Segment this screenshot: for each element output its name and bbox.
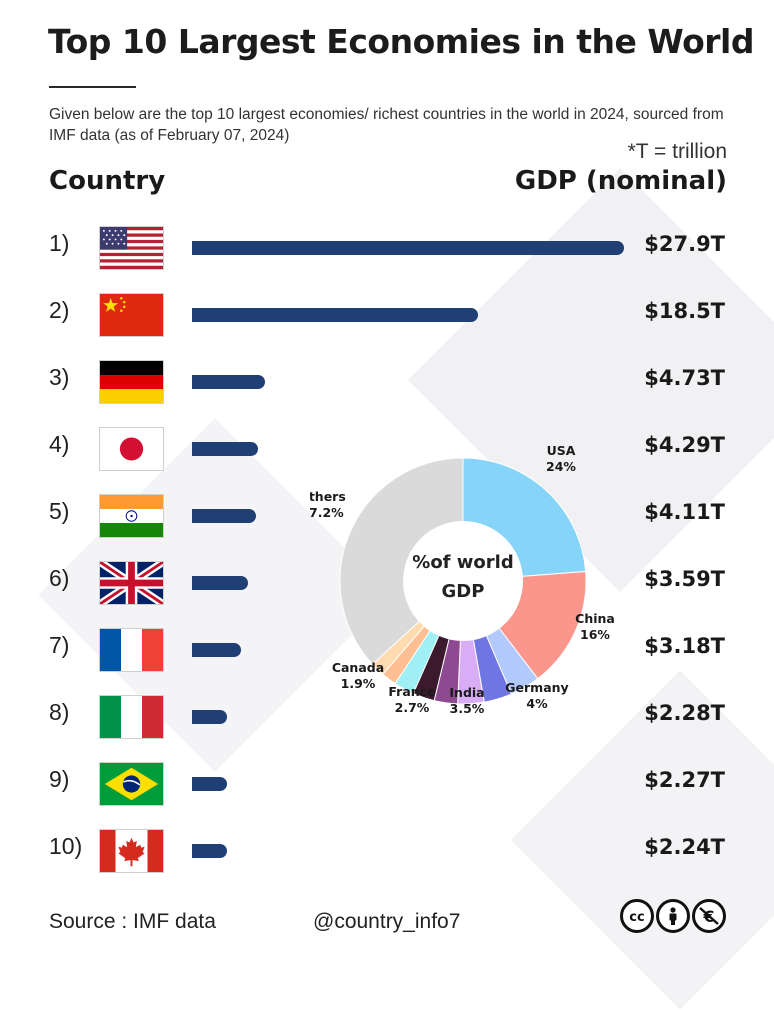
subtitle: Given below are the top 10 largest econo… [49,106,724,144]
germany-flag-icon [99,360,164,404]
ranking-row: 6) $3.59T [0,549,774,615]
donut-center-label: GDP [442,581,485,602]
ranking-row: 7) $3.18T [0,616,774,682]
slice-label-india: India 3.5% [449,685,484,716]
license-badge: cc € [620,899,726,933]
gdp-bar [192,375,266,389]
gdp-bar [192,509,256,523]
italy-flag-icon [99,695,164,739]
slice-label-usa: USA 24% [546,443,576,474]
rank-label: 7) [49,632,70,658]
gdp-value: $4.73T [644,366,725,390]
gdp-value: $4.11T [644,500,725,524]
author-handle: @country_info7 [313,910,461,933]
gdp-value: $2.24T [644,835,725,859]
ranking-row: 4) $4.29T [0,415,774,481]
gdp-value: $3.59T [644,567,725,591]
slice-label-france: France 2.7% [388,684,435,715]
gdp-bar [192,710,228,724]
gdp-value: $4.29T [644,433,725,457]
unit-note: *T = trillion [627,140,727,163]
donut-center-label: %of world [412,552,513,573]
attribution-icon [656,899,690,933]
creative-commons-icon: cc [620,899,654,933]
ranking-row: 8) $2.28T [0,683,774,749]
ranking-row: 2) $18.5T [0,281,774,347]
gdp-value: $27.9T [644,232,725,256]
rank-label: 4) [49,431,70,457]
gdp-bar [192,576,248,590]
brazil-flag-icon [99,762,164,806]
uk-flag-icon [99,561,164,605]
gdp-value: $3.18T [644,634,725,658]
rank-label: 3) [49,364,70,390]
canada-flag-icon [99,829,164,873]
gdp-value: $2.27T [644,768,725,792]
rank-label: 1) [49,230,70,256]
slice-label-others: Others37.2% [310,489,346,520]
france-flag-icon [99,628,164,672]
gdp-value: $2.28T [644,701,725,725]
non-commercial-icon: € [692,899,726,933]
india-flag-icon [99,494,164,538]
gdp-column-header: GDP (nominal) [514,166,727,196]
rank-label: 8) [49,699,70,725]
page-title: Top 10 Largest Economies in the World [48,22,755,61]
slice-label-canada: Canada 1.9% [332,660,384,691]
gdp-value: $18.5T [644,299,725,323]
slice-label-germany: Germany 4% [505,680,568,711]
ranking-row: 1) $27.9T [0,214,774,280]
ranking-row: 5) $4.11T [0,482,774,548]
japan-flag-icon [99,427,164,471]
donut-hole [403,521,523,641]
china-flag-icon [99,293,164,337]
rank-label: 2) [49,297,70,323]
ranking-row: 3) $4.73T [0,348,774,414]
rank-label: 10) [49,833,83,859]
gdp-bar [192,777,228,791]
svg-text:cc: cc [629,910,644,925]
slice-label-china: China 16% [575,611,615,642]
source-note: Source : IMF data [49,910,216,933]
gdp-bar [192,442,259,456]
ranking-row: 10) $2.24T [0,817,774,883]
gdp-bar [192,308,479,322]
gdp-bar [192,643,242,657]
ranking-row: 9) $2.27T [0,750,774,816]
title-underline [49,86,136,88]
gdp-bar [192,241,624,255]
rank-label: 5) [49,498,70,524]
rank-label: 6) [49,565,70,591]
usa-flag-icon [99,226,164,270]
world-gdp-donut-chart: %of world GDP USA 24% China 16% Germany 4% Ind… [310,443,615,716]
rank-label: 9) [49,766,70,792]
gdp-bar [192,844,227,858]
donut-slice-others [339,457,464,665]
country-column-header: Country [49,166,166,196]
